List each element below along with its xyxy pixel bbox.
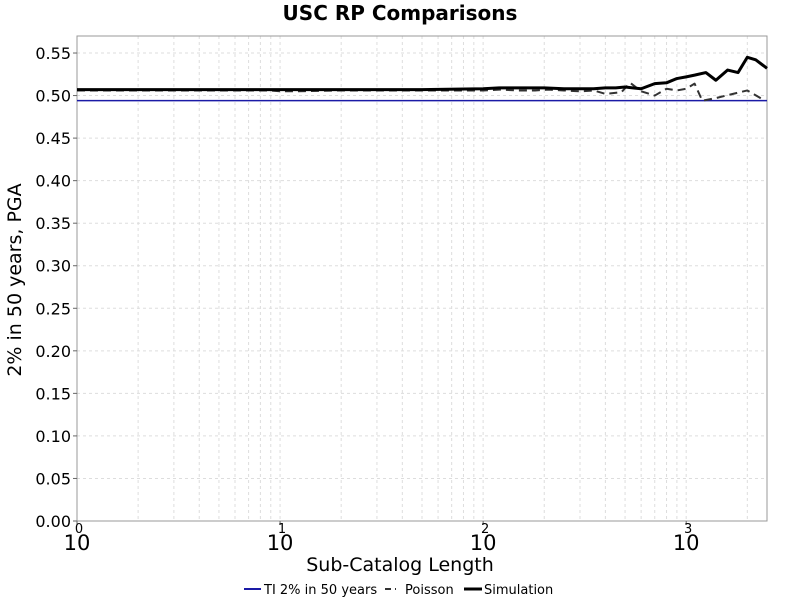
x-tick-exponent: 3	[684, 522, 692, 537]
y-tick-label: 0.40	[35, 172, 71, 191]
x-tick-exponent: 2	[481, 522, 489, 537]
x-tick-label: 10	[470, 531, 497, 555]
legend: TI 2% in 50 years Poisson Simulation	[244, 583, 553, 598]
y-tick-label: 0.55	[35, 44, 71, 63]
series-line-simulation	[77, 55, 768, 92]
y-tick-label: 0.35	[35, 214, 71, 233]
legend-label-poisson: Poisson	[405, 583, 454, 598]
x-tick-label: 10	[673, 531, 700, 555]
grid	[76, 36, 767, 522]
legend-label-simulation: Simulation	[484, 583, 553, 598]
chart-title: USC RP Comparisons	[283, 1, 518, 25]
series	[77, 55, 768, 102]
plot-area-border	[76, 35, 768, 522]
series-line-poisson	[77, 81, 764, 102]
x-tick-label: 10	[267, 531, 294, 555]
y-tick-label: 0.20	[35, 342, 71, 361]
y-tick-label: 0.05	[35, 469, 71, 488]
y-tick-label: 0.30	[35, 257, 71, 276]
y-tick-label: 0.00	[35, 512, 71, 531]
y-tick-label: 0.50	[35, 87, 71, 106]
x-axis-label: Sub-Catalog Length	[306, 554, 494, 576]
y-tick-label: 0.15	[35, 384, 71, 403]
y-tick-label: 0.25	[35, 299, 71, 318]
x-tick-exponent: 0	[75, 522, 83, 537]
y-axis-label: 2% in 50 years, PGA	[4, 183, 26, 376]
y-axis-ticks: 0.00 0.05 0.10 0.15 0.20 0.25 0.30 0.35 0.40 0.45…	[35, 44, 77, 531]
x-tick-exponent: 1	[278, 522, 286, 537]
legend-label-ti: TI 2% in 50 years	[263, 583, 377, 598]
y-tick-label: 0.10	[35, 427, 71, 446]
x-tick-label: 10	[64, 531, 91, 555]
y-tick-label: 0.45	[35, 129, 71, 148]
